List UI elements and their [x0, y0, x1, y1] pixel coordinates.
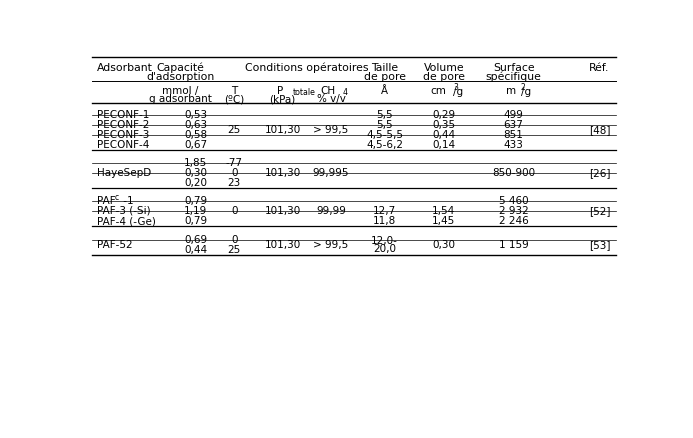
Text: 23: 23	[228, 178, 241, 188]
Text: 0,30: 0,30	[432, 239, 455, 249]
Text: de pore: de pore	[423, 72, 465, 82]
Text: 4,5-5,5: 4,5-5,5	[366, 130, 403, 140]
Text: 1,45: 1,45	[432, 215, 455, 226]
Text: T: T	[231, 85, 238, 95]
Text: [53]: [53]	[589, 239, 611, 249]
Text: Volume: Volume	[423, 63, 464, 73]
Text: /g: /g	[520, 86, 531, 96]
Text: 5,5: 5,5	[376, 120, 393, 130]
Text: spécifique: spécifique	[486, 71, 541, 82]
Text: PAF-52: PAF-52	[97, 239, 133, 249]
Text: 0,67: 0,67	[184, 140, 207, 150]
Text: HayeSepD: HayeSepD	[97, 168, 152, 178]
Text: 0: 0	[231, 234, 238, 244]
Text: 0,29: 0,29	[432, 110, 455, 120]
Text: (ºC): (ºC)	[225, 94, 245, 104]
Text: 637: 637	[504, 120, 523, 130]
Text: 0,20: 0,20	[184, 178, 207, 188]
Text: 99,99: 99,99	[316, 205, 346, 215]
Text: 0,44: 0,44	[184, 244, 207, 254]
Text: 0,35: 0,35	[432, 120, 455, 130]
Text: 25: 25	[228, 244, 241, 254]
Text: 20,0: 20,0	[374, 243, 396, 253]
Text: 433: 433	[504, 140, 523, 150]
Text: Adsorbant: Adsorbant	[97, 63, 153, 73]
Text: 11,8: 11,8	[373, 215, 396, 226]
Text: 4,5-6,2: 4,5-6,2	[366, 140, 403, 150]
Text: PAF: PAF	[97, 195, 116, 205]
Text: (kPa): (kPa)	[270, 94, 296, 104]
Text: g adsorbant: g adsorbant	[149, 94, 212, 104]
Text: -77: -77	[226, 158, 243, 167]
Text: PECONF-3: PECONF-3	[97, 130, 150, 140]
Text: 12,7: 12,7	[373, 205, 396, 215]
Text: 101,30: 101,30	[265, 239, 301, 249]
Text: > 99,5: > 99,5	[313, 125, 349, 135]
Text: mmol /: mmol /	[162, 85, 199, 95]
Text: 99,995: 99,995	[313, 168, 349, 178]
Text: 0,30: 0,30	[184, 168, 207, 178]
Text: 0,14: 0,14	[432, 140, 455, 150]
Text: cm: cm	[430, 85, 446, 95]
Text: m: m	[506, 85, 516, 95]
Text: 5 460: 5 460	[499, 195, 528, 205]
Text: PAF-4 (-Ge): PAF-4 (-Ge)	[97, 215, 156, 226]
Text: 0,58: 0,58	[184, 130, 207, 140]
Text: PAF-3 (-Si): PAF-3 (-Si)	[97, 205, 151, 215]
Text: 1,19: 1,19	[184, 205, 207, 215]
Text: 1,54: 1,54	[432, 205, 455, 215]
Text: 2 246: 2 246	[499, 215, 529, 226]
Text: 499: 499	[504, 110, 523, 120]
Text: /g: /g	[453, 86, 464, 96]
Text: [52]: [52]	[589, 205, 611, 215]
Text: PECONF-4: PECONF-4	[97, 140, 150, 150]
Text: 0,63: 0,63	[184, 120, 207, 130]
Text: CH: CH	[321, 85, 336, 95]
Text: Capacité: Capacité	[157, 63, 204, 73]
Text: P: P	[277, 85, 283, 95]
Text: totale: totale	[292, 88, 315, 97]
Text: 0,79: 0,79	[184, 195, 207, 205]
Text: de pore: de pore	[364, 72, 405, 82]
Text: 25: 25	[228, 125, 241, 135]
Text: 101,30: 101,30	[265, 125, 301, 135]
Text: [48]: [48]	[589, 125, 611, 135]
Text: Réf.: Réf.	[589, 63, 610, 73]
Text: PECONF-1: PECONF-1	[97, 110, 150, 120]
Text: 1,85: 1,85	[184, 158, 207, 167]
Text: 0: 0	[231, 168, 238, 178]
Text: [26]: [26]	[589, 168, 611, 178]
Text: 0: 0	[231, 205, 238, 215]
Text: 101,30: 101,30	[265, 205, 301, 215]
Text: 12,0-: 12,0-	[371, 235, 398, 245]
Text: 851: 851	[504, 130, 523, 140]
Text: c: c	[115, 193, 119, 202]
Text: 850-900: 850-900	[492, 168, 535, 178]
Text: 1 159: 1 159	[499, 239, 529, 249]
Text: 0,69: 0,69	[184, 234, 207, 244]
Text: Å: Å	[381, 85, 388, 95]
Text: > 99,5: > 99,5	[313, 239, 349, 249]
Text: 5,5: 5,5	[376, 110, 393, 120]
Text: Conditions opératoires: Conditions opératoires	[245, 63, 369, 73]
Text: % v/v: % v/v	[317, 94, 345, 104]
Text: -1: -1	[121, 195, 134, 205]
Text: 3: 3	[453, 83, 458, 92]
Text: 2 932: 2 932	[499, 205, 529, 215]
Text: 2: 2	[520, 83, 525, 92]
Text: 0,44: 0,44	[432, 130, 455, 140]
Text: d'adsorption: d'adsorption	[146, 72, 215, 82]
Text: Taille: Taille	[371, 63, 398, 73]
Text: PECONF-2: PECONF-2	[97, 120, 150, 130]
Text: 4: 4	[343, 88, 348, 97]
Text: 0,53: 0,53	[184, 110, 207, 120]
Text: 0,79: 0,79	[184, 215, 207, 226]
Text: Surface: Surface	[493, 63, 534, 73]
Text: 101,30: 101,30	[265, 168, 301, 178]
